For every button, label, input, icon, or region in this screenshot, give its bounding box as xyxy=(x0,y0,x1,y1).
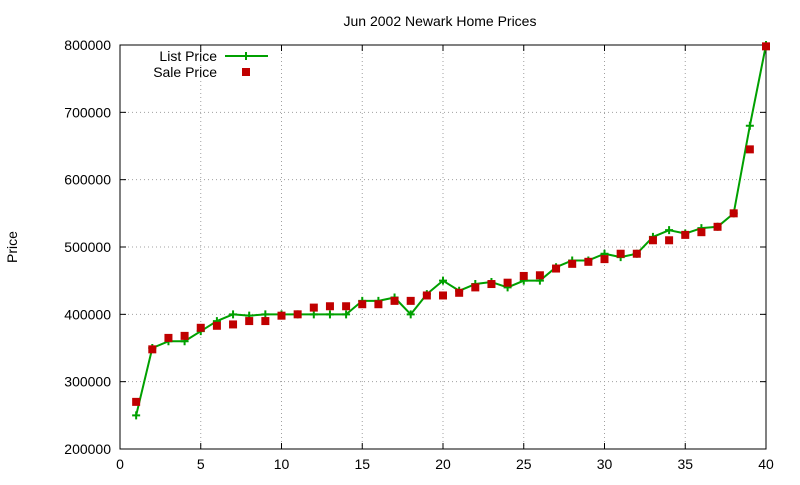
data-point xyxy=(325,302,334,311)
x-tick-label: 20 xyxy=(435,456,451,472)
data-point xyxy=(229,320,238,329)
data-point xyxy=(342,302,351,311)
data-point xyxy=(164,333,173,342)
data-point xyxy=(212,321,221,330)
data-point xyxy=(309,303,318,312)
data-point xyxy=(762,42,770,51)
plot-frame xyxy=(119,44,767,450)
data-point xyxy=(422,291,431,300)
x-tick-label: 0 xyxy=(116,456,124,472)
data-point xyxy=(374,300,383,309)
x-tick-label: 25 xyxy=(516,456,532,472)
data-point xyxy=(568,259,577,268)
data-point xyxy=(325,310,334,319)
chart-title: Jun 2002 Newark Home Prices xyxy=(344,13,537,29)
data-point xyxy=(439,291,447,300)
x-tick-label: 10 xyxy=(274,456,290,472)
y-axis-label: Price xyxy=(4,231,20,263)
y-tick-label: 200000 xyxy=(64,441,111,457)
data-point xyxy=(665,236,674,245)
y-tick-label: 600000 xyxy=(64,172,111,188)
data-point xyxy=(697,228,706,237)
data-point xyxy=(309,310,318,319)
data-point xyxy=(729,209,738,218)
data-point xyxy=(487,280,496,289)
axes: 200000 300000 400000 500000 600000 700000 8000… xyxy=(64,37,774,472)
data-point xyxy=(439,276,447,285)
y-tick-label: 700000 xyxy=(64,104,111,120)
data-point xyxy=(713,222,722,231)
grid xyxy=(120,45,766,449)
data-point xyxy=(648,236,657,245)
data-point xyxy=(180,331,189,340)
data-point xyxy=(584,257,593,266)
x-tick-label: 40 xyxy=(758,456,774,472)
data-point xyxy=(132,411,141,420)
data-point xyxy=(148,345,157,354)
legend-swatch-marker xyxy=(242,68,250,76)
data-point xyxy=(261,317,270,326)
data-point xyxy=(503,278,512,287)
data-point xyxy=(132,397,141,406)
x-tick-label: 30 xyxy=(597,456,613,472)
data-point xyxy=(665,226,674,235)
data-point xyxy=(745,121,754,130)
data-point xyxy=(406,296,415,305)
series-0 xyxy=(132,41,770,420)
y-tick-label: 500000 xyxy=(64,239,111,255)
data-point xyxy=(471,283,480,292)
data-point xyxy=(342,310,351,319)
x-tick-label: 15 xyxy=(354,456,370,472)
y-tick-label: 800000 xyxy=(64,37,111,53)
data-point xyxy=(229,310,238,319)
data-point xyxy=(745,145,754,154)
data-point xyxy=(277,311,286,320)
data-point xyxy=(616,249,625,258)
data-point xyxy=(245,317,254,326)
series-line xyxy=(135,44,767,416)
data-point xyxy=(293,310,302,319)
data-point xyxy=(600,255,609,264)
data-point xyxy=(196,323,205,332)
data-point xyxy=(535,271,544,280)
data-point xyxy=(390,296,399,305)
x-tick-label: 5 xyxy=(197,456,205,472)
x-tick-label: 35 xyxy=(677,456,693,472)
legend-label: List Price xyxy=(159,48,217,64)
data-point xyxy=(261,310,270,319)
data-point xyxy=(519,271,528,280)
y-tick-label: 400000 xyxy=(64,306,111,322)
data-point xyxy=(358,300,367,309)
legend-swatch-marker xyxy=(242,52,250,60)
data-point xyxy=(632,249,641,258)
data-point xyxy=(681,230,690,239)
data-point xyxy=(406,310,415,319)
data-point xyxy=(552,264,561,273)
data-point xyxy=(455,288,464,297)
series-1 xyxy=(132,42,770,406)
y-tick-label: 300000 xyxy=(64,374,111,390)
legend-label: Sale Price xyxy=(153,64,217,80)
series-group xyxy=(132,41,770,420)
